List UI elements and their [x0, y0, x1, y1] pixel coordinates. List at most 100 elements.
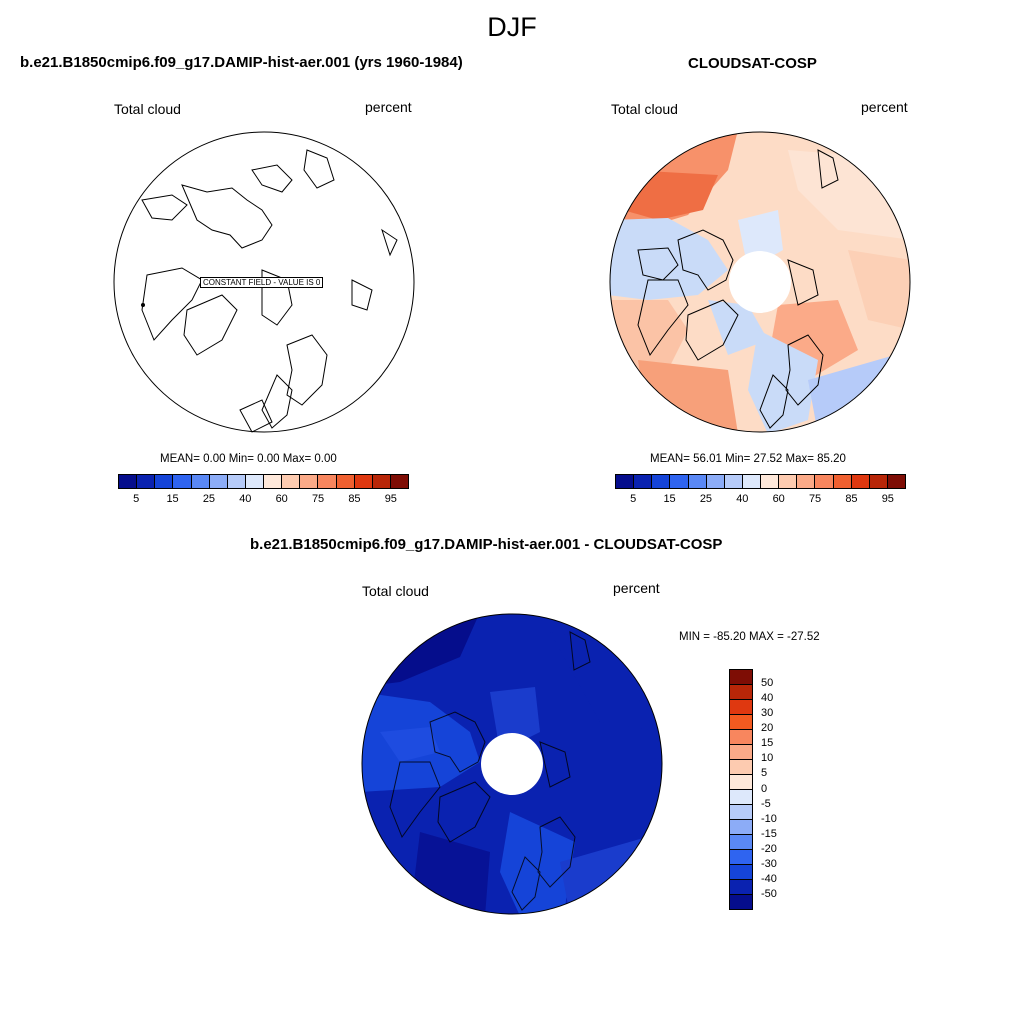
colorbar-swatch [730, 760, 752, 775]
diff-polar-map [361, 613, 663, 915]
colorbar-swatch [227, 475, 246, 488]
colorbar-swatch [730, 670, 752, 685]
colorbar-swatch [372, 475, 391, 488]
colorbar-swatch [354, 475, 373, 488]
colorbar-swatch [155, 475, 174, 488]
colorbar-tick-label: 85 [348, 493, 361, 505]
colorbar-swatch [724, 475, 743, 488]
colorbar-swatch [706, 475, 725, 488]
diff-colorbar [729, 669, 753, 910]
colorbar-tick-label: 5 [761, 767, 768, 780]
diff-units-label: percent [613, 580, 660, 596]
colorbar-tick-label: -40 [761, 872, 777, 885]
colorbar-swatch [688, 475, 707, 488]
colorbar-tick-label: 15 [663, 493, 676, 505]
colorbar-tick-label: 25 [202, 493, 216, 505]
obs-variable-label: Total cloud [611, 101, 678, 117]
colorbar-swatch [730, 730, 752, 745]
colorbar-tick-label: 15 [166, 493, 179, 505]
colorbar-swatch [245, 475, 264, 488]
colorbar-swatch [730, 700, 752, 715]
colorbar-tick-label: 30 [761, 707, 774, 720]
diff-variable-label: Total cloud [362, 583, 429, 599]
diff-minmax: MIN = -85.20 MAX = -27.52 [679, 631, 820, 643]
colorbar-tick-label: 5 [133, 493, 140, 505]
obs-panel-title: CLOUDSAT-COSP [688, 55, 817, 72]
model-stats: MEAN= 0.00 Min= 0.00 Max= 0.00 [160, 453, 337, 465]
diff-coastlines [389, 631, 591, 911]
colorbar-swatch [851, 475, 870, 488]
colorbar-tick-label: 60 [772, 493, 785, 505]
colorbar-tick-label: 25 [699, 493, 713, 505]
model-coastlines [141, 149, 398, 433]
obs-colorbar [615, 474, 906, 489]
colorbar-swatch [282, 475, 301, 488]
colorbar-tick-label: 75 [311, 493, 325, 505]
model-map-marker [141, 303, 145, 307]
model-colorbar [118, 474, 409, 489]
constant-field-note: CONSTANT FIELD - VALUE IS 0 [200, 277, 324, 288]
obs-coastlines [637, 149, 839, 429]
colorbar-swatch [730, 880, 752, 895]
colorbar-swatch [119, 475, 138, 488]
colorbar-swatch [815, 475, 834, 488]
colorbar-tick-label: 95 [881, 493, 894, 505]
colorbar-swatch [887, 475, 905, 488]
colorbar-swatch [730, 805, 752, 820]
colorbar-tick-label: 40 [761, 692, 774, 705]
colorbar-tick-label: 50 [761, 677, 774, 690]
colorbar-swatch [730, 820, 752, 835]
figure-title: DJF [487, 12, 537, 42]
colorbar-swatch [730, 850, 752, 865]
model-units-label: percent [365, 99, 412, 115]
diff-panel-title: b.e21.B1850cmip6.f09_g17.DAMIP-hist-aer.… [250, 536, 723, 553]
colorbar-swatch [264, 475, 283, 488]
colorbar-swatch [730, 790, 752, 805]
colorbar-swatch [730, 715, 752, 730]
colorbar-swatch [730, 865, 752, 880]
colorbar-swatch [191, 475, 210, 488]
colorbar-swatch [300, 475, 319, 488]
obs-pole-hole [729, 251, 791, 313]
colorbar-tick-label: 5 [630, 493, 637, 505]
colorbar-tick-label: 20 [761, 722, 774, 735]
colorbar-tick-label: -10 [761, 812, 777, 825]
colorbar-tick-label: -50 [761, 887, 777, 900]
colorbar-swatch [209, 475, 228, 488]
diff-map-boundary [361, 613, 663, 915]
colorbar-swatch [761, 475, 780, 488]
colorbar-swatch [173, 475, 192, 488]
colorbar-tick-label: 40 [239, 493, 252, 505]
colorbar-swatch [730, 895, 752, 909]
colorbar-swatch [670, 475, 689, 488]
colorbar-swatch [797, 475, 816, 488]
colorbar-swatch [742, 475, 761, 488]
obs-stats: MEAN= 56.01 Min= 27.52 Max= 85.20 [650, 453, 846, 465]
colorbar-tick-label: -5 [761, 797, 771, 810]
colorbar-tick-label: 95 [384, 493, 397, 505]
colorbar-swatch [730, 835, 752, 850]
colorbar-swatch [779, 475, 798, 488]
colorbar-swatch [634, 475, 653, 488]
colorbar-tick-label: 75 [808, 493, 822, 505]
colorbar-swatch [730, 745, 752, 760]
colorbar-tick-label: 85 [845, 493, 858, 505]
colorbar-tick-label: -30 [761, 857, 777, 870]
colorbar-swatch [137, 475, 156, 488]
colorbar-tick-label: 40 [736, 493, 749, 505]
colorbar-swatch [336, 475, 355, 488]
colorbar-tick-label: 0 [761, 782, 768, 795]
model-panel-title: b.e21.B1850cmip6.f09_g17.DAMIP-hist-aer.… [20, 54, 463, 71]
colorbar-swatch [730, 685, 752, 700]
colorbar-tick-label: 60 [275, 493, 288, 505]
colorbar-tick-label: 15 [761, 737, 774, 750]
colorbar-tick-label: -15 [761, 827, 777, 840]
colorbar-swatch [616, 475, 635, 488]
colorbar-swatch [730, 775, 752, 790]
colorbar-swatch [652, 475, 671, 488]
colorbar-swatch [833, 475, 852, 488]
obs-polar-map [609, 131, 911, 433]
colorbar-swatch [390, 475, 408, 488]
colorbar-swatch [318, 475, 337, 488]
diff-pole-hole [481, 733, 543, 795]
